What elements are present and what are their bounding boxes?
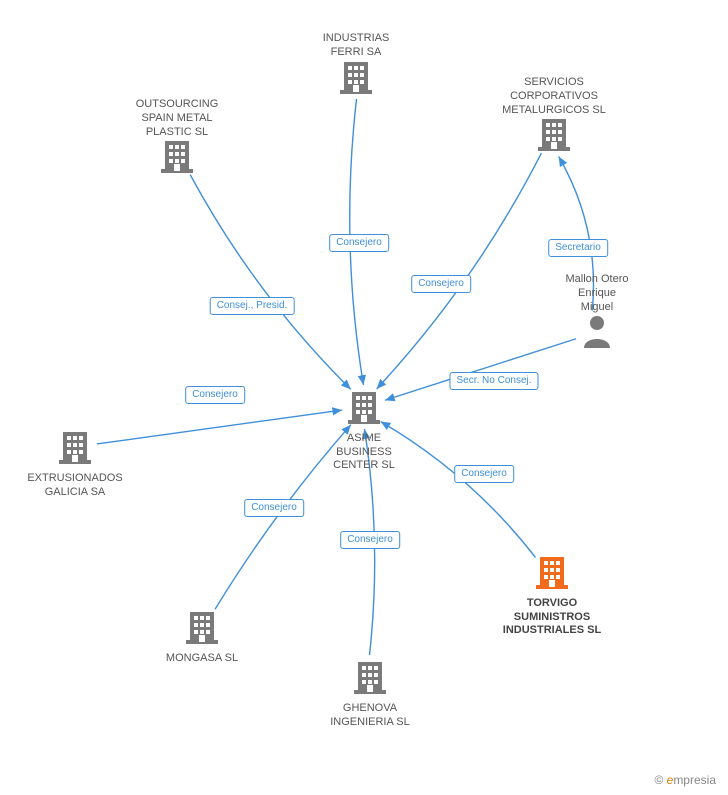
building-icon (59, 430, 91, 469)
node-label: MONGASA SL (132, 652, 272, 666)
brand-rest: mpresia (673, 773, 716, 787)
edge-label-extrusionados-asime: Consejero (185, 386, 245, 404)
person-icon (582, 314, 612, 353)
edge-label-mallon-otero-asime: Secr. No Consej. (449, 372, 538, 390)
node-outsourcing-smp[interactable]: OUTSOURCING SPAIN METAL PLASTIC SL (107, 95, 247, 178)
node-label: GHENOVA INGENIERIA SL (300, 702, 440, 730)
building-icon (340, 60, 372, 94)
person-icon (582, 314, 612, 348)
node-servicios-corp[interactable]: SERVICIOS CORPORATIVOS METALURGICOS SL (484, 73, 624, 156)
building-icon (186, 610, 218, 644)
building-icon (354, 660, 386, 699)
node-extrusionados[interactable]: EXTRUSIONADOS GALICIA SA (5, 430, 145, 499)
node-label: Mallon Otero Enrique Miguel (527, 273, 667, 314)
building-icon (186, 610, 218, 649)
edge-label-mongasa-asime: Consejero (244, 499, 304, 517)
node-label: EXTRUSIONADOS GALICIA SA (5, 472, 145, 500)
building-icon (348, 390, 380, 424)
building-icon (161, 139, 193, 178)
building-icon (536, 555, 568, 589)
node-label: OUTSOURCING SPAIN METAL PLASTIC SL (107, 98, 247, 139)
building-icon (538, 117, 570, 151)
building-icon (538, 117, 570, 156)
edge-label-mallon-otero-servicios-corp: Secretario (548, 239, 608, 257)
copyright: © empresia (654, 773, 716, 787)
node-industrias-ferri[interactable]: INDUSTRIAS FERRI SA (286, 29, 426, 98)
building-icon (59, 430, 91, 464)
node-mongasa[interactable]: MONGASA SL (132, 610, 272, 666)
building-icon (348, 390, 380, 429)
edge-servicios-corp-to-asime (377, 153, 542, 389)
edge-label-torvigo-asime: Consejero (454, 465, 514, 483)
building-icon (536, 555, 568, 594)
edge-label-outsourcing-smp-asime: Consej., Presid. (210, 297, 295, 315)
edge-label-industrias-ferri-asime: Consejero (329, 234, 389, 252)
node-ghenova[interactable]: GHENOVA INGENIERIA SL (300, 660, 440, 729)
building-icon (340, 60, 372, 99)
node-torvigo[interactable]: TORVIGO SUMINISTROS INDUSTRIALES SL (482, 555, 622, 638)
building-icon (161, 139, 193, 173)
edge-label-ghenova-asime: Consejero (340, 531, 400, 549)
building-icon (354, 660, 386, 694)
node-label: TORVIGO SUMINISTROS INDUSTRIALES SL (482, 597, 622, 638)
edge-outsourcing-smp-to-asime (190, 175, 351, 390)
node-mallon-otero[interactable]: Mallon Otero Enrique Miguel (527, 270, 667, 353)
node-label: SERVICIOS CORPORATIVOS METALURGICOS SL (484, 76, 624, 117)
edge-label-servicios-corp-asime: Consejero (411, 275, 471, 293)
node-label: ASIME BUSINESS CENTER SL (294, 432, 434, 473)
node-label: INDUSTRIAS FERRI SA (286, 32, 426, 60)
node-asime[interactable]: ASIME BUSINESS CENTER SL (294, 390, 434, 473)
copyright-symbol: © (654, 773, 663, 787)
